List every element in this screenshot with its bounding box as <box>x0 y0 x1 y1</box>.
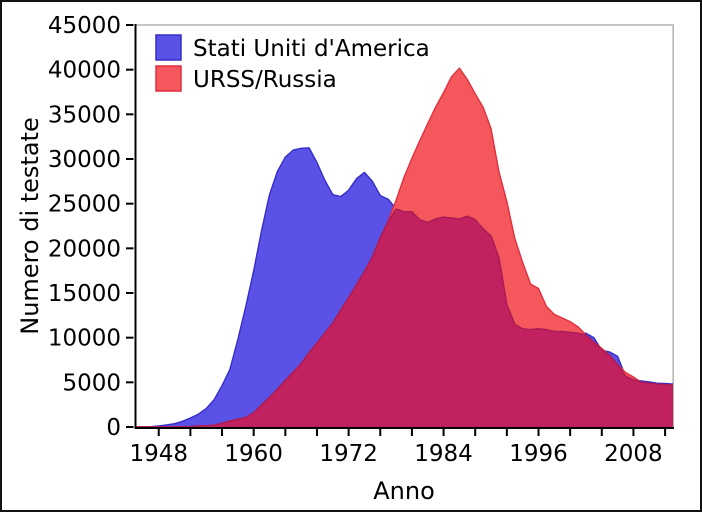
legend-label-ussr: URSS/Russia <box>193 67 337 93</box>
y-axis-tick-labels: 0 5000 10000 15000 20000 25000 30000 35000 40000… <box>48 13 121 441</box>
legend: Stati Uniti d'America URSS/Russia <box>155 34 430 93</box>
x-tick-label: 1984 <box>414 441 473 467</box>
legend-label-us: Stati Uniti d'America <box>193 36 430 62</box>
spines-dark <box>134 24 674 429</box>
y-tick-label: 20000 <box>48 236 121 262</box>
x-axis-label: Anno <box>373 477 435 505</box>
y-tick-label: 15000 <box>48 281 121 307</box>
y-tick-label: 10000 <box>48 326 121 352</box>
x-tick-label: 1960 <box>224 441 283 467</box>
overlap-area <box>135 209 673 427</box>
y-axis-label: Numero di testate <box>16 117 44 334</box>
y-axis-ticks <box>126 24 134 428</box>
legend-swatch-ussr <box>155 65 182 92</box>
spines-light <box>135 24 674 428</box>
y-tick-label: 35000 <box>48 102 121 128</box>
x-axis-tick-labels: 1948 1960 1972 1984 1996 2008 <box>129 441 662 467</box>
x-axis-ticks <box>157 429 667 436</box>
overlap-edge <box>135 208 674 428</box>
y-tick-label: 0 <box>106 415 121 441</box>
y-tick-label: 30000 <box>48 147 121 173</box>
y-tick-label: 5000 <box>62 370 121 396</box>
x-tick-label: 2008 <box>604 441 663 467</box>
y-tick-label: 40000 <box>48 58 121 84</box>
x-tick-label: 1948 <box>129 441 188 467</box>
y-tick-label: 45000 <box>48 13 121 39</box>
x-tick-label: 1996 <box>509 441 568 467</box>
legend-swatch-us <box>155 34 182 61</box>
plot-areas <box>135 67 674 428</box>
y-tick-label: 25000 <box>48 192 121 218</box>
x-tick-label: 1972 <box>319 441 378 467</box>
